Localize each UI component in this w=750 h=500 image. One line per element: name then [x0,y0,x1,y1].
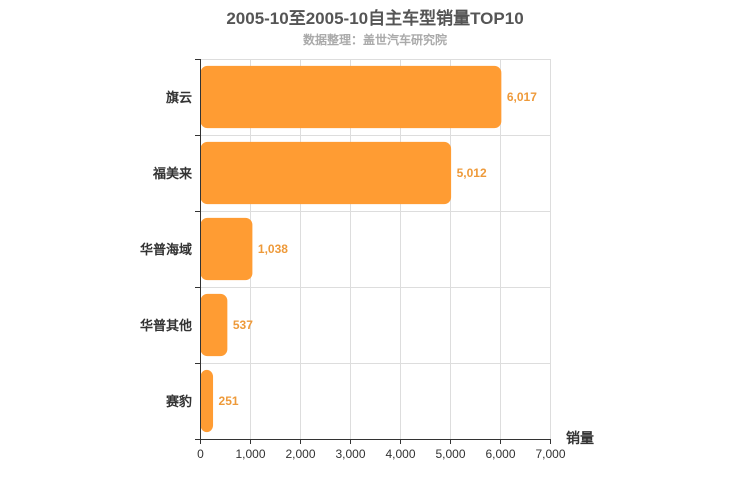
data-label-2: 1,038 [258,242,288,256]
category-label-3: 华普其他 [140,318,192,333]
x-tick-label-3: 3,000 [335,447,365,461]
bar-4[interactable] [200,369,214,433]
x-tick-label-4: 4,000 [385,447,415,461]
bar-1[interactable] [200,141,452,205]
category-label-1: 福美来 [152,166,193,181]
data-label-3: 537 [233,318,253,332]
data-label-4: 251 [219,394,239,408]
x-tick-label-7: 7,000 [535,447,565,461]
chart-subtitle: 数据整理：盖世汽车研究院 [302,33,447,47]
bar-0[interactable] [200,65,502,129]
category-label-0: 旗云 [166,90,192,105]
category-label-4: 赛豹 [165,394,192,409]
data-label-1: 5,012 [457,166,487,180]
bar-3[interactable] [200,293,228,357]
category-label-2: 华普海域 [140,242,192,257]
x-tick-label-5: 5,000 [435,447,465,461]
x-tick-label-6: 6,000 [485,447,515,461]
x-tick-label-1: 1,000 [235,447,265,461]
chart-title: 2005-10至2005-10自主车型销量TOP10 [226,9,524,28]
bars-group: 6,017 5,012 1,038 537 251 [200,65,537,433]
x-axis-title: 销量 [566,430,594,446]
data-label-0: 6,017 [507,90,537,104]
x-tick-label-2: 2,000 [285,447,315,461]
x-tick-label-0: 0 [197,447,204,461]
bar-2[interactable] [200,217,253,281]
